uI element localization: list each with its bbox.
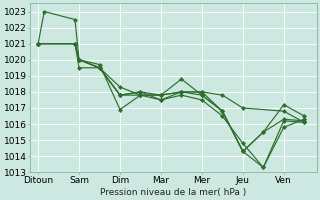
X-axis label: Pression niveau de la mer( hPa ): Pression niveau de la mer( hPa ): [100, 188, 246, 197]
